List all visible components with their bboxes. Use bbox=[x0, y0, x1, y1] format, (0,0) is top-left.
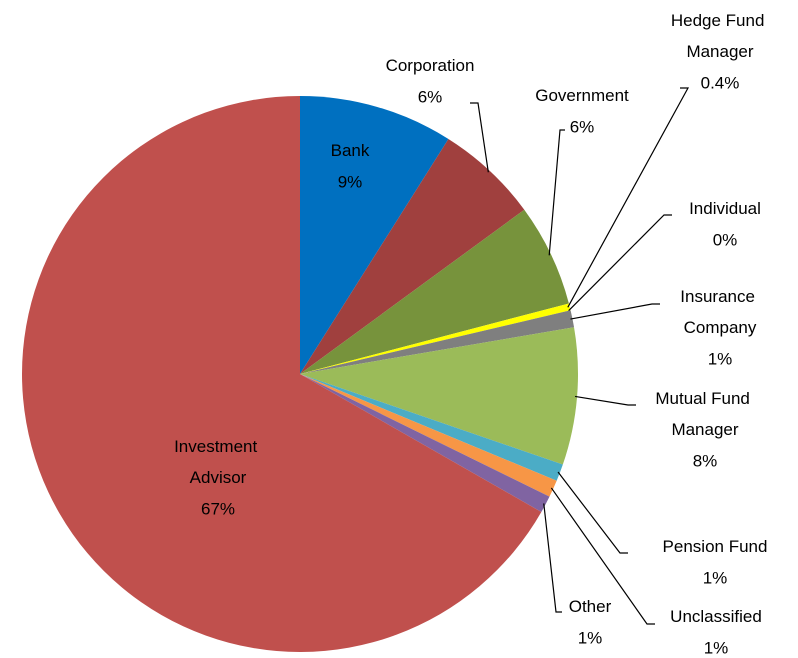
slice-value-label: 1% bbox=[704, 638, 729, 657]
slice-value-label: 0.4% bbox=[701, 73, 740, 92]
pie-slice bbox=[300, 303, 571, 374]
pie-slice bbox=[300, 310, 575, 374]
pie-slice bbox=[21, 96, 542, 652]
slice-value-label: 0% bbox=[713, 230, 738, 249]
slice-category-label: Mutual Fund Manager bbox=[655, 389, 754, 439]
slice-category-label: Other bbox=[569, 597, 612, 616]
slice-value-label: 6% bbox=[418, 87, 443, 106]
slice-category-label: Unclassified bbox=[670, 607, 762, 626]
leader-line bbox=[574, 395, 636, 406]
slice-value-label: 1% bbox=[708, 349, 733, 368]
leader-line bbox=[570, 303, 660, 320]
slice-value-label: 6% bbox=[570, 117, 595, 136]
pie-slice bbox=[300, 96, 449, 374]
leader-line bbox=[557, 471, 628, 554]
slice-category-label: Pension Fund bbox=[663, 537, 768, 556]
leader-line bbox=[550, 487, 655, 625]
slice-value-label: 1% bbox=[703, 568, 728, 587]
pie-slice bbox=[300, 374, 550, 512]
pie-slice bbox=[300, 327, 578, 465]
pie-slice bbox=[300, 374, 563, 481]
slice-category-label: Insurance Company bbox=[680, 287, 759, 337]
leader-line bbox=[567, 87, 690, 308]
slice-value-label: 9% bbox=[338, 172, 363, 191]
pie-slice bbox=[300, 209, 569, 374]
slice-category-label: Hedge Fund Manager bbox=[671, 11, 769, 61]
slice-value-label: 1% bbox=[578, 628, 603, 647]
slice-category-label: Individual bbox=[689, 199, 761, 218]
leader-line bbox=[543, 503, 562, 613]
leader-line bbox=[548, 129, 565, 256]
leader-line bbox=[470, 102, 489, 173]
pie-slice bbox=[300, 138, 525, 374]
slice-value-label: 8% bbox=[693, 451, 718, 470]
slice-category-label: Corporation bbox=[386, 56, 475, 75]
slice-category-label: Bank bbox=[331, 141, 370, 160]
slice-category-label: Investment Advisor bbox=[174, 437, 262, 487]
slice-value-label: 67% bbox=[201, 499, 235, 518]
pie-slice bbox=[300, 374, 557, 497]
leader-line bbox=[568, 214, 672, 312]
slice-category-label: Government bbox=[535, 86, 629, 105]
